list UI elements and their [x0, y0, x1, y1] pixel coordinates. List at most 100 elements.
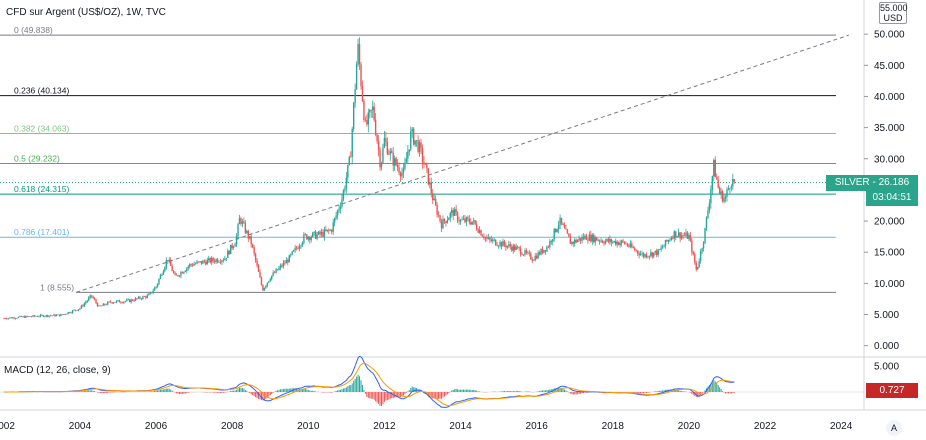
candle-body — [467, 217, 469, 219]
candle-body — [669, 239, 671, 241]
candle-body — [404, 162, 406, 169]
candle-body — [194, 263, 197, 265]
candle-body — [667, 240, 670, 242]
candle-body — [83, 303, 86, 307]
candle-body — [518, 246, 520, 249]
candle-body — [689, 235, 692, 241]
candle-body — [114, 302, 116, 303]
candle-body — [250, 236, 252, 245]
candle-body — [197, 261, 200, 263]
candle-body — [73, 309, 75, 311]
candle-body — [118, 300, 121, 303]
candle-body — [379, 149, 381, 168]
candle-body — [547, 246, 550, 248]
candle-body — [257, 265, 260, 272]
candle-body — [16, 318, 18, 319]
candle-body — [310, 236, 312, 240]
candle-body — [550, 241, 553, 242]
candle-body — [142, 296, 144, 299]
candle-body — [650, 252, 652, 256]
candle-body — [347, 164, 349, 178]
candle-body — [60, 314, 62, 317]
candle-body — [468, 218, 471, 223]
price-unit-button[interactable]: 55.000 USD — [879, 2, 908, 24]
candle-body — [557, 224, 560, 230]
countdown-badge: 03:04:51 — [866, 190, 918, 206]
candle-body — [187, 266, 189, 269]
candle-body — [543, 250, 545, 253]
candle-body — [625, 243, 627, 245]
candle-body — [374, 120, 377, 135]
candle-body — [222, 260, 225, 261]
candle-body — [481, 235, 484, 237]
candle-body — [68, 312, 71, 313]
candle-body — [181, 272, 184, 274]
candle-body — [153, 287, 156, 291]
candle-body — [358, 44, 361, 65]
candle-body — [459, 219, 462, 222]
candle-body — [597, 240, 599, 241]
candle-body — [648, 255, 651, 257]
candle-body — [676, 236, 678, 238]
candle-body — [63, 314, 65, 315]
candle-body — [259, 271, 261, 278]
candle-body — [159, 274, 162, 279]
candle-body — [581, 236, 583, 241]
candle-body — [249, 236, 251, 239]
candle-body — [171, 265, 173, 271]
candle-body — [290, 254, 292, 256]
candle-body — [609, 239, 611, 242]
candle-body — [540, 248, 542, 255]
candle-body — [279, 265, 282, 268]
candle-body — [534, 255, 536, 261]
candle-body — [120, 302, 122, 303]
candle-body — [300, 245, 302, 247]
candle-body — [408, 149, 411, 152]
candle-body — [23, 316, 26, 318]
candle-body — [639, 253, 642, 256]
candle-body — [679, 232, 681, 239]
candle-body — [399, 172, 402, 177]
candle-body — [301, 242, 304, 246]
candle-body — [393, 158, 396, 166]
candle-body — [295, 247, 298, 249]
candle-body — [603, 242, 605, 244]
candle-body — [483, 236, 485, 239]
candle-body — [108, 301, 110, 303]
candle-body — [85, 302, 87, 304]
candle-body — [55, 314, 58, 317]
x-tick-label: 2018 — [602, 421, 625, 432]
candle-body — [117, 300, 119, 301]
candle-body — [48, 315, 50, 317]
candle-body — [332, 222, 334, 232]
candle-body — [227, 250, 229, 258]
candle-body — [96, 302, 99, 307]
candle-body — [455, 209, 457, 213]
candle-body — [449, 212, 451, 219]
candle-body — [143, 296, 146, 298]
candle-body — [161, 274, 163, 276]
candle-body — [559, 217, 561, 225]
candle-body — [95, 299, 97, 303]
candle-body — [319, 231, 321, 235]
auto-scale-button[interactable]: A — [886, 420, 902, 436]
candle-body — [186, 268, 188, 271]
macd-signal-line — [3, 362, 735, 407]
candle-body — [694, 254, 696, 263]
candle-body — [623, 241, 626, 244]
candle-body — [657, 249, 659, 256]
candle-body — [237, 224, 239, 236]
candle-body — [241, 221, 244, 224]
candle-body — [509, 244, 512, 247]
candle-body — [503, 241, 506, 245]
candle-body — [33, 315, 36, 317]
candle-body — [131, 299, 134, 301]
fib-level-label: 0.618 (24.315) — [14, 184, 69, 194]
candle-body — [52, 314, 55, 316]
candle-body — [292, 250, 295, 252]
macd-axis-label: 5.000 — [874, 362, 899, 373]
candle-body — [372, 106, 374, 111]
candle-body — [175, 274, 178, 276]
candle-body — [364, 119, 367, 121]
